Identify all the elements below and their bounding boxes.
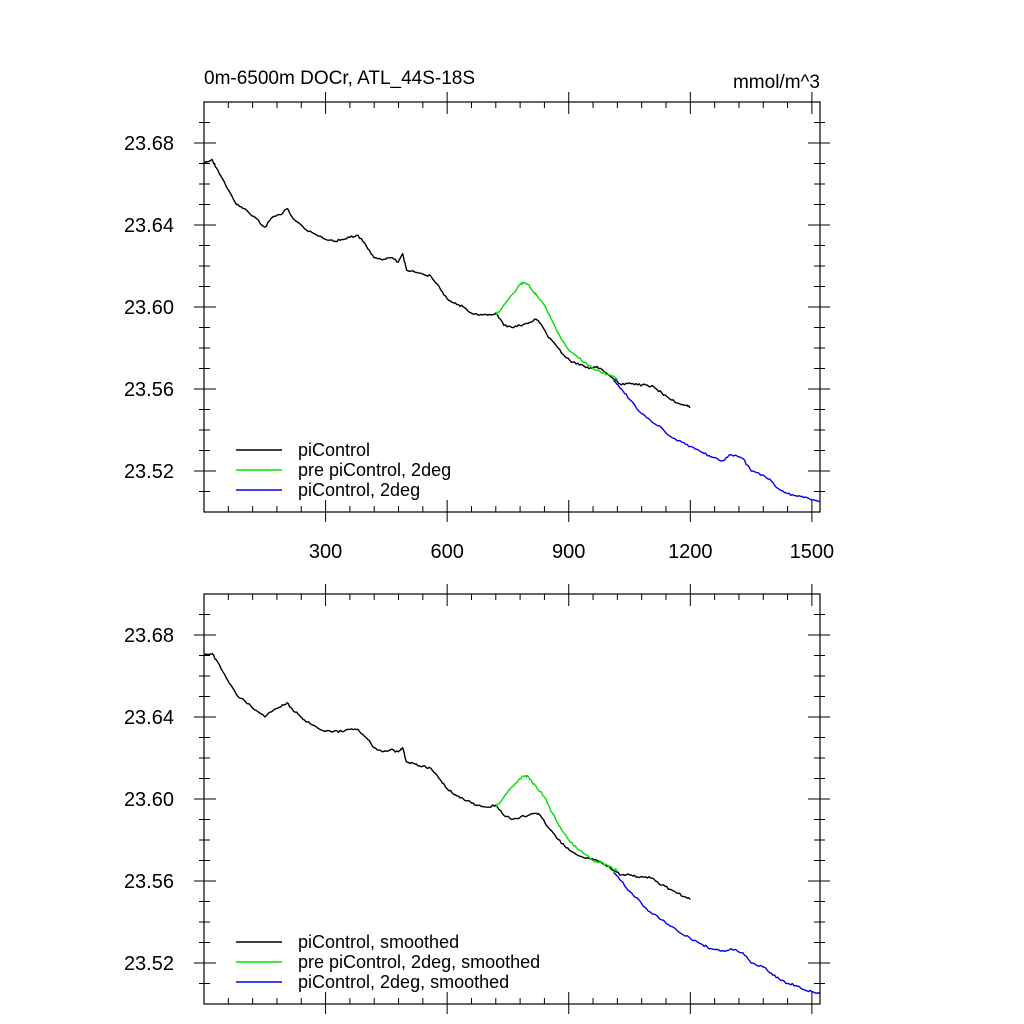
x-tick-label: 1200: [668, 541, 713, 563]
series-line: [495, 281, 618, 380]
chart-title-left: 0m-6500m DOCr, ATL_44S-18S: [204, 68, 475, 89]
legend-label: piControl: [298, 440, 370, 460]
series-line: [613, 380, 821, 503]
y-tick-label: 23.56: [124, 871, 174, 893]
x-tick-label: 600: [430, 541, 463, 563]
y-tick-label: 23.56: [124, 379, 174, 401]
series-layer: [203, 158, 821, 503]
plot-frame: [203, 593, 821, 1005]
plot-frame: [203, 101, 821, 513]
y-tick-label: 23.52: [124, 953, 174, 975]
y-tick-label: 23.68: [124, 133, 174, 155]
legend-label: piControl, 2deg, smoothed: [298, 972, 509, 992]
axes: 23.52 23.56 23.60 23.64 23.68: [124, 584, 830, 1014]
legend-label: piControl, smoothed: [298, 932, 459, 952]
x-tick-label: 300: [309, 541, 342, 563]
legend-label: pre piControl, 2deg: [298, 460, 451, 480]
legend-label: pre piControl, 2deg, smoothed: [298, 952, 540, 972]
series-line: [203, 158, 691, 409]
y-tick-label: 23.60: [124, 297, 174, 319]
top-chart-panel: 0m-6500m DOCr, ATL_44S-18S mmol/m^3 23.5…: [124, 68, 834, 563]
x-tick-label: 1500: [790, 541, 835, 563]
y-tick-label: 23.52: [124, 461, 174, 483]
y-tick-label: 23.68: [124, 625, 174, 647]
x-tick-label: 900: [552, 541, 585, 563]
y-tick-label: 23.64: [124, 707, 174, 729]
legend-label: piControl, 2deg: [298, 480, 420, 500]
series-line: [613, 872, 821, 995]
bottom-chart-panel: 23.52 23.56 23.60 23.64 23.68 piControl, smo…: [124, 584, 830, 1014]
series-layer: [203, 652, 821, 995]
y-tick-label: 23.60: [124, 789, 174, 811]
chart-units-label: mmol/m^3: [733, 72, 820, 93]
y-tick-label: 23.64: [124, 215, 174, 237]
axes: 23.52 23.56 23.60 23.64 23.68 300 600 900 1200 15…: [124, 92, 834, 563]
series-line: [495, 774, 618, 872]
series-line: [203, 652, 691, 900]
